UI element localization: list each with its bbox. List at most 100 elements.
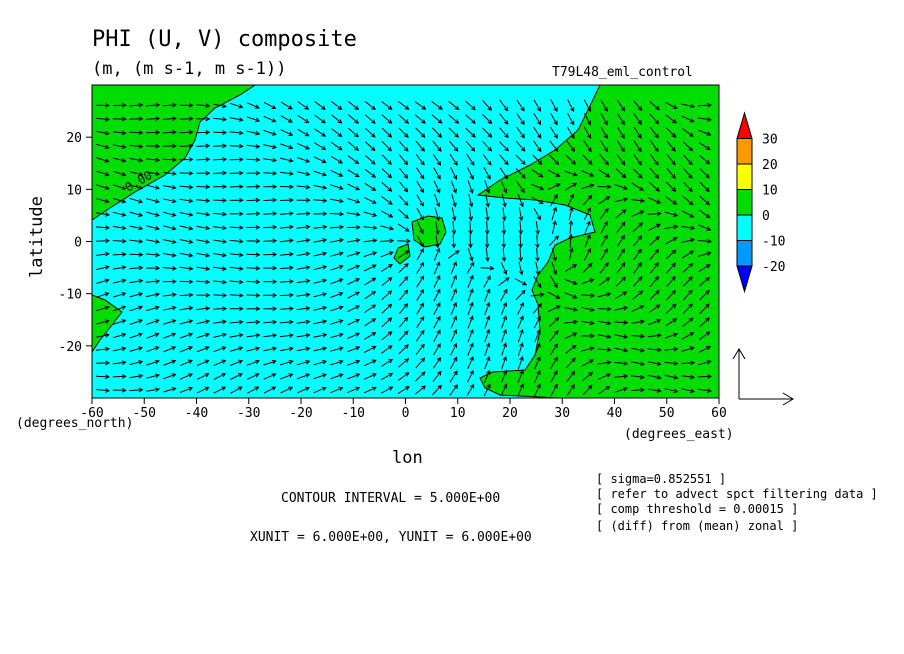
- wind-vector: [330, 184, 343, 190]
- wind-vector: [450, 167, 457, 180]
- wind-vector-head: [205, 143, 211, 149]
- wind-vector-head: [553, 343, 558, 349]
- wind-vector-head: [222, 319, 227, 325]
- wind-vector: [279, 360, 293, 366]
- wind-vector-head: [121, 212, 127, 217]
- wind-vector-head: [502, 383, 508, 389]
- wind-vector-head: [403, 160, 409, 166]
- wind-vector: [649, 154, 659, 166]
- x-tick-label: 30: [554, 406, 570, 421]
- wind-vector-head: [272, 224, 278, 230]
- wind-vector: [196, 373, 209, 380]
- wind-vector: [567, 194, 574, 207]
- wind-vector: [129, 267, 143, 270]
- wind-vector-head: [370, 119, 376, 124]
- wind-vector-head: [570, 383, 575, 389]
- wind-vector: [146, 158, 160, 161]
- wind-vector: [648, 319, 661, 326]
- wind-vector-head: [355, 318, 361, 324]
- wind-vector: [698, 142, 711, 151]
- wind-vector-head: [320, 105, 326, 110]
- wind-vector: [330, 198, 343, 202]
- wind-vector-head: [704, 187, 710, 193]
- wind-vector: [632, 290, 643, 300]
- wind-vector: [550, 370, 558, 383]
- wind-vector-head: [638, 222, 644, 227]
- wind-vector: [433, 275, 441, 288]
- wind-vector-head: [272, 265, 278, 271]
- wind-vector-head: [138, 305, 144, 311]
- wind-vector: [279, 157, 293, 162]
- wind-vector: [381, 345, 393, 354]
- wind-vector-head: [451, 216, 457, 222]
- wind-vector: [699, 195, 710, 206]
- wind-vector: [681, 210, 694, 218]
- wind-vector: [432, 385, 442, 396]
- wind-vector-head: [255, 211, 261, 217]
- wind-vector-head: [553, 283, 558, 289]
- wind-vector: [95, 266, 109, 271]
- wind-vector-head: [554, 317, 560, 322]
- wind-vector-head: [138, 225, 144, 231]
- wind-vector-head: [388, 213, 394, 218]
- wind-vector: [632, 222, 643, 233]
- unit-note: XUNIT = 6.000E+00, YUNIT = 6.000E+00: [250, 530, 532, 545]
- wind-vector: [547, 183, 561, 190]
- wind-vector-head: [486, 174, 491, 180]
- wind-vector: [146, 104, 160, 107]
- wind-vector: [465, 100, 476, 111]
- wind-vector-head: [452, 301, 457, 307]
- wind-vector: [213, 333, 226, 338]
- wind-vector: [549, 343, 558, 356]
- wind-vector: [347, 114, 359, 124]
- wind-vector: [415, 330, 425, 342]
- wind-vector: [484, 343, 490, 356]
- wind-vector: [600, 140, 609, 152]
- wind-vector: [112, 292, 126, 298]
- wind-vector: [632, 168, 643, 179]
- wind-vector: [451, 207, 456, 221]
- wind-vector-head: [521, 160, 526, 165]
- wind-vector-head: [171, 319, 177, 324]
- wind-vector-head: [554, 160, 560, 166]
- wind-vector-head: [706, 131, 712, 136]
- wind-vector: [196, 280, 210, 283]
- wind-vector: [162, 211, 176, 216]
- wind-vector: [213, 266, 226, 270]
- wind-vector: [146, 225, 160, 230]
- wind-vector: [431, 101, 443, 110]
- wind-vector-head: [205, 225, 211, 231]
- wind-vector-head: [188, 102, 194, 108]
- wind-vector-head: [553, 356, 558, 362]
- wind-vector: [564, 292, 577, 299]
- wind-vector: [465, 114, 476, 124]
- wind-vector: [196, 266, 210, 270]
- wind-vector: [330, 292, 343, 298]
- wind-vector-head: [288, 319, 294, 325]
- wind-vector: [347, 319, 360, 326]
- wind-vector-head: [672, 119, 677, 124]
- wind-vector-head: [486, 369, 491, 375]
- wind-vector-head: [469, 369, 474, 375]
- wind-vector: [647, 213, 661, 215]
- wind-vector-head: [154, 332, 160, 338]
- wind-vector: [229, 102, 243, 108]
- wind-vector: [649, 290, 660, 301]
- wind-vector-head: [121, 278, 127, 284]
- wind-vector: [263, 144, 277, 148]
- wind-vector-head: [255, 225, 261, 230]
- wind-vector: [112, 104, 126, 107]
- wind-vector-head: [568, 219, 574, 225]
- wind-vector-head: [589, 278, 595, 283]
- wind-vector-head: [221, 332, 227, 338]
- wind-vector: [431, 127, 442, 138]
- wind-vector: [583, 126, 592, 139]
- wind-vector-head: [604, 262, 609, 268]
- wind-vector-head: [501, 230, 507, 235]
- wind-vector-head: [587, 262, 593, 268]
- wind-vector: [146, 388, 160, 392]
- wind-vector: [129, 361, 143, 365]
- wind-vector: [95, 375, 109, 378]
- wind-vector-head: [690, 360, 696, 366]
- wind-vector: [534, 370, 541, 383]
